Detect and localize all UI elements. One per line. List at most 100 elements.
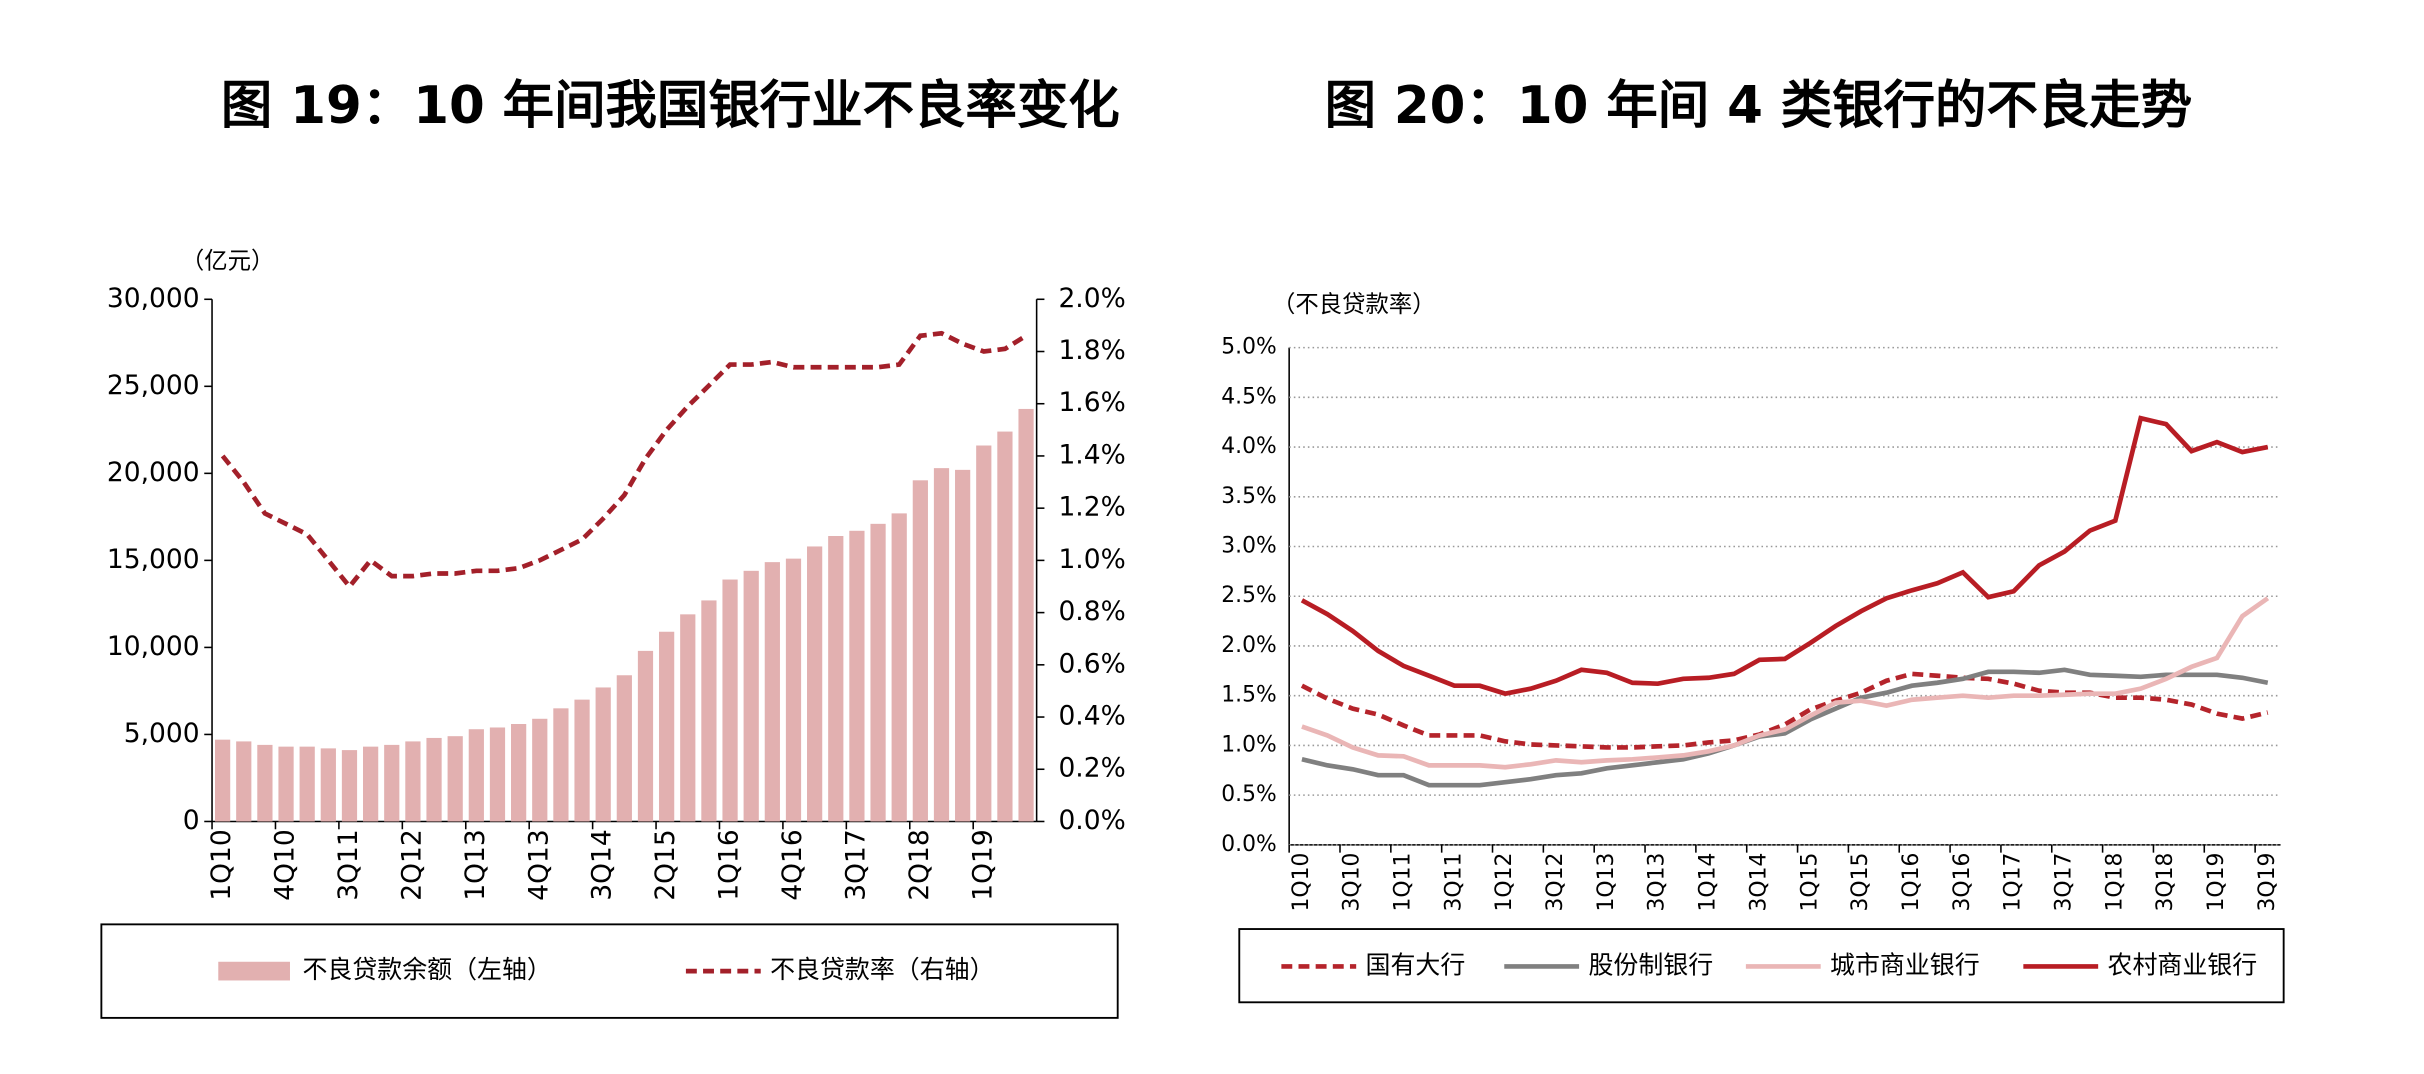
x-tick-label: 2Q12 (396, 829, 427, 900)
x-tick-label: 3Q14 (1746, 853, 1771, 912)
x-tick-label: 2Q15 (650, 829, 681, 900)
y-tick-label: 1.5% (1221, 683, 1276, 708)
y2-tick-label: 1.0% (1058, 544, 1125, 575)
x-tick-label: 3Q11 (333, 829, 364, 900)
x-tick-label: 2Q18 (904, 829, 935, 900)
bar (447, 736, 463, 822)
bar (595, 687, 611, 822)
bar (933, 468, 950, 822)
x-tick-label: 3Q17 (2051, 853, 2076, 912)
y2-tick-label: 1.2% (1058, 492, 1125, 523)
y-tick-label: 0 (183, 805, 200, 836)
line (1301, 596, 2270, 770)
x-tick-label: 1Q10 (1289, 853, 1314, 912)
y-axis-label: （不良贷款率） (1272, 290, 1436, 318)
bar (574, 699, 590, 822)
x-tick-label: 1Q13 (460, 829, 491, 900)
bar (870, 523, 886, 822)
bar (532, 718, 548, 822)
bar (257, 744, 273, 822)
bar (701, 600, 717, 822)
bar (215, 739, 231, 822)
bar (659, 631, 675, 822)
y-tick-label: 15,000 (107, 544, 200, 575)
bar (489, 727, 506, 822)
x-tick-label: 3Q15 (1848, 853, 1873, 912)
y-axis-label: （亿元） (181, 246, 275, 274)
bar (680, 614, 696, 822)
chart-title: 图 20：10 年间 4 类银行的不良走势 (1325, 76, 2193, 136)
x-tick-label: 1Q16 (1899, 853, 1924, 912)
y-tick-label: 3.0% (1221, 534, 1276, 559)
bar (299, 746, 315, 822)
y-tick-label: 5.0% (1221, 335, 1276, 360)
line (1301, 667, 2269, 788)
bar (341, 750, 358, 822)
bar (891, 513, 907, 822)
x-tick-label: 3Q11 (1441, 853, 1466, 912)
y2-tick-label: 0.8% (1058, 596, 1125, 627)
legend-label: 国有大行 (1366, 950, 1466, 979)
y-tick-label: 30,000 (107, 283, 200, 314)
bar (743, 570, 759, 822)
bar (637, 650, 654, 822)
x-tick-label: 4Q16 (777, 829, 808, 900)
x-tick-label: 1Q18 (2102, 853, 2127, 912)
bar (405, 741, 421, 822)
x-tick-label: 1Q19 (967, 829, 998, 900)
bar (1018, 408, 1034, 822)
line (220, 330, 1028, 591)
legend-label: 城市商业银行 (1830, 950, 1980, 979)
bar (807, 546, 823, 822)
bar (955, 469, 971, 822)
x-tick-label: 1Q11 (1391, 853, 1416, 912)
bar (384, 744, 400, 822)
x-tick-label: 1Q16 (714, 829, 745, 900)
x-tick-label: 3Q12 (1543, 853, 1568, 912)
x-tick-label: 3Q13 (1645, 853, 1670, 912)
x-tick-label: 1Q14 (1696, 853, 1721, 912)
x-tick-label: 3Q14 (587, 829, 618, 900)
bar (511, 724, 527, 822)
y-tick-label: 5,000 (124, 718, 200, 749)
bar (849, 530, 865, 822)
bar (828, 536, 844, 822)
y-tick-label: 1.0% (1221, 732, 1276, 757)
y-tick-label: 2.0% (1221, 633, 1276, 658)
x-tick-label: 1Q17 (2001, 853, 2026, 912)
bar (722, 579, 738, 822)
y-tick-label: 2.5% (1221, 583, 1276, 608)
bar (236, 741, 252, 822)
y-tick-label: 3.5% (1221, 484, 1276, 509)
legend-label: 股份制银行 (1588, 950, 1713, 979)
x-tick-label: 3Q10 (1340, 853, 1365, 912)
bar (997, 431, 1013, 822)
y-tick-label: 25,000 (107, 370, 200, 401)
y-tick-label: 20,000 (107, 457, 200, 488)
line (1300, 415, 2269, 697)
x-tick-label: 3Q18 (2153, 853, 2178, 912)
x-tick-label: 1Q19 (2204, 853, 2229, 912)
bar (912, 480, 928, 822)
bar (616, 675, 632, 822)
y2-tick-label: 0.4% (1058, 701, 1125, 732)
x-tick-label: 1Q13 (1594, 853, 1619, 912)
bar (426, 737, 442, 822)
y-tick-label: 10,000 (107, 631, 200, 662)
y2-tick-label: 2.0% (1058, 283, 1125, 314)
y2-tick-label: 0.2% (1058, 753, 1125, 784)
bar (320, 748, 336, 822)
x-tick-label: 4Q10 (270, 829, 301, 900)
x-tick-label: 3Q17 (840, 829, 871, 900)
x-tick-label: 3Q16 (1950, 853, 1975, 912)
legend-label: 不良贷款率（右轴） (770, 955, 994, 984)
y2-tick-label: 1.4% (1058, 439, 1125, 470)
x-tick-label: 1Q12 (1492, 853, 1517, 912)
y-tick-label: 0.5% (1221, 782, 1276, 807)
x-tick-label: 1Q15 (1797, 853, 1822, 912)
legend-box (1238, 928, 2285, 1004)
legend-label: 农村商业银行 (2108, 950, 2258, 979)
bar (553, 708, 569, 822)
legend-label: 不良贷款余额（左轴） (302, 955, 551, 984)
